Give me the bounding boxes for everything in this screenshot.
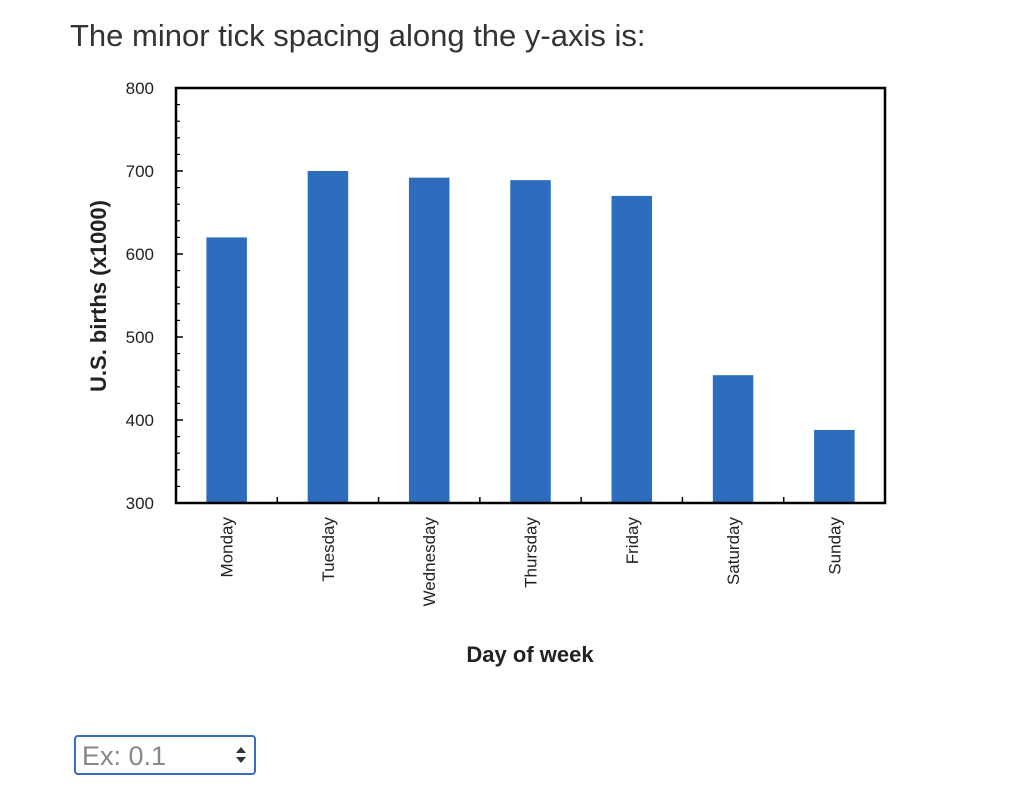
x-tick-label: Saturday	[724, 517, 743, 586]
x-axis-title: Day of week	[466, 642, 594, 667]
x-tick-label: Friday	[623, 517, 642, 565]
y-tick-label: 600	[126, 245, 154, 264]
answer-box[interactable]	[74, 735, 256, 775]
bar	[307, 171, 349, 503]
plot-frame	[174, 86, 887, 505]
x-tick-label: Tuesday	[319, 517, 338, 582]
spinner[interactable]	[234, 745, 248, 765]
x-tick-label: Sunday	[825, 517, 844, 575]
question: The minor tick spacing along the y-axis …	[70, 18, 646, 53]
y-tick-label: 400	[126, 411, 154, 430]
bar	[611, 195, 653, 503]
y-tick-label: 700	[126, 162, 154, 181]
y-axis-title: U.S. births (x1000)	[86, 200, 111, 392]
bar	[408, 177, 450, 503]
bar	[510, 180, 551, 503]
y-tick-label: 800	[126, 79, 154, 98]
answer-input[interactable]	[80, 738, 234, 774]
bar	[712, 375, 754, 503]
x-tick-label: Monday	[218, 517, 237, 578]
y-tick-label: 500	[126, 328, 154, 347]
bar	[206, 237, 247, 503]
chart: Day of week U.S. births (x1000) 300 400 50…	[86, 79, 887, 667]
x-tick-label: Wednesday	[420, 517, 439, 607]
y-tick-label: 300	[126, 494, 154, 513]
bar	[814, 429, 855, 503]
x-tick-label: Thursday	[522, 517, 541, 588]
